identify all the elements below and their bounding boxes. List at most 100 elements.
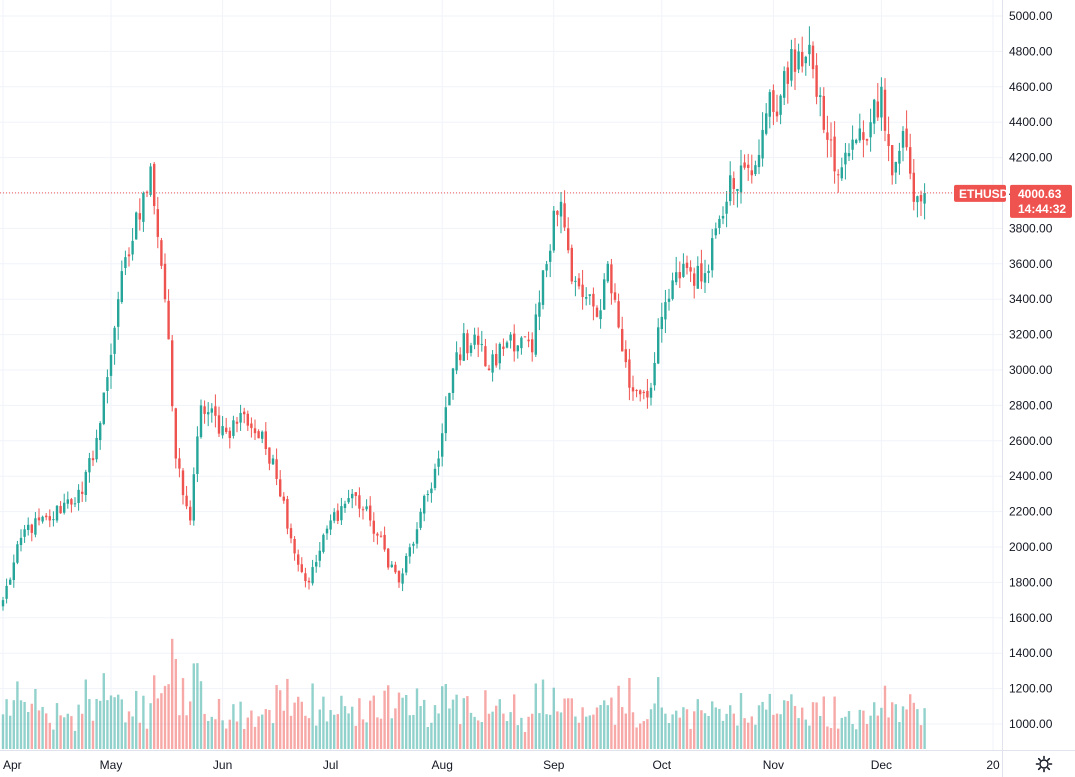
candle-body: [754, 165, 757, 175]
candle-body: [235, 421, 239, 424]
candle-body: [419, 511, 422, 528]
candle-body: [729, 175, 732, 202]
volume-bar: [84, 679, 87, 749]
y-tick-label: 4800.00: [1009, 44, 1053, 58]
candle-body: [207, 412, 210, 415]
volume-bar: [556, 711, 559, 749]
volume-bar: [34, 688, 37, 749]
candle-body: [919, 194, 923, 202]
volume-bar: [887, 717, 890, 749]
y-tick-label: 3800.00: [1009, 221, 1053, 235]
candle-body: [261, 431, 264, 439]
candle-body: [883, 89, 887, 131]
volume-bar: [678, 717, 681, 749]
volume-bar: [639, 723, 642, 749]
candle-body: [376, 533, 379, 536]
volume-bar: [329, 710, 332, 749]
volume-bar: [235, 721, 239, 749]
volume-bar: [156, 698, 159, 749]
volume-bar: [246, 717, 249, 749]
candle-body: [556, 210, 559, 215]
volume-bar: [477, 720, 480, 749]
candle-body: [444, 407, 447, 434]
candle-body: [797, 51, 800, 70]
candle-body: [613, 292, 617, 300]
volume-bar: [631, 712, 635, 749]
candle-body: [23, 529, 26, 537]
y-tick-label: 1000.00: [1009, 717, 1053, 731]
volume-bar: [102, 673, 105, 749]
volume-bar: [343, 706, 347, 749]
candle-body: [88, 458, 91, 473]
volume-bar: [628, 677, 631, 749]
volume-bar: [768, 693, 771, 749]
volume-bar: [361, 719, 365, 749]
volume-bar: [772, 714, 775, 749]
candle-body: [63, 502, 66, 513]
volume-bar: [304, 715, 307, 749]
candle-body: [721, 215, 725, 219]
candle-body: [412, 543, 415, 546]
volume-bar: [559, 712, 563, 749]
volume-bar: [606, 705, 609, 749]
volume-bar: [225, 728, 228, 749]
candle-body: [635, 389, 638, 391]
volume-bar: [59, 715, 62, 749]
volume-bar: [700, 710, 703, 749]
settings-button[interactable]: [1030, 751, 1058, 777]
candle-body: [714, 228, 717, 236]
volume-bar: [898, 722, 901, 749]
candle-body: [405, 555, 408, 573]
candle-body: [685, 262, 689, 269]
volume-bar: [5, 699, 8, 749]
candle-body: [336, 510, 339, 521]
candle-body: [1, 600, 5, 607]
volume-bar: [16, 681, 19, 749]
candle-body: [145, 191, 149, 193]
volume-bar: [189, 701, 192, 749]
volume-bar: [469, 712, 473, 749]
time-axis[interactable]: Apr May Jun Jul Aug Sep Oct Nov Dec 20: [0, 750, 1075, 773]
volume-bar: [426, 727, 429, 749]
candle-body: [761, 129, 764, 159]
candle-body: [354, 492, 357, 496]
volume-bar: [829, 728, 833, 749]
volume-bar: [138, 722, 141, 749]
volume-bar: [527, 716, 530, 749]
volume-bar: [307, 718, 311, 749]
volume-bar: [675, 710, 678, 749]
price-axis[interactable]: 1000.00 1200.00 1400.00 1600.00 1800.00 2000.…: [1002, 0, 1053, 777]
grid-lines: [0, 0, 1002, 750]
candle-body: [757, 154, 761, 168]
candle-body: [801, 51, 804, 67]
candle-body: [732, 178, 735, 190]
candle-body: [671, 280, 674, 299]
y-tick-label: 2400.00: [1009, 469, 1053, 483]
volume-bar: [397, 692, 401, 749]
volume-bar: [516, 725, 519, 749]
candle-body: [873, 99, 876, 124]
candle-body: [649, 387, 653, 398]
volume-bar: [869, 715, 872, 749]
volume-bar: [714, 707, 717, 749]
candle-body: [325, 528, 329, 534]
candle-body: [599, 310, 602, 320]
volume-bar: [588, 715, 591, 749]
volume-bar: [513, 694, 516, 749]
y-tick-label: 3400.00: [1009, 292, 1053, 306]
volume-bar: [786, 701, 789, 749]
candle-body: [77, 489, 80, 503]
candle-body: [117, 299, 120, 327]
candle-body: [747, 164, 750, 168]
candle-body: [315, 562, 318, 567]
candle-body: [772, 90, 775, 112]
volume-bar: [495, 705, 498, 749]
candle-body: [667, 298, 671, 302]
volume-bar: [757, 705, 761, 749]
candle-body: [610, 264, 613, 294]
candle-body: [498, 343, 501, 364]
volume-bar: [124, 722, 127, 749]
candle-body: [567, 228, 570, 251]
candle-body: [347, 498, 350, 503]
